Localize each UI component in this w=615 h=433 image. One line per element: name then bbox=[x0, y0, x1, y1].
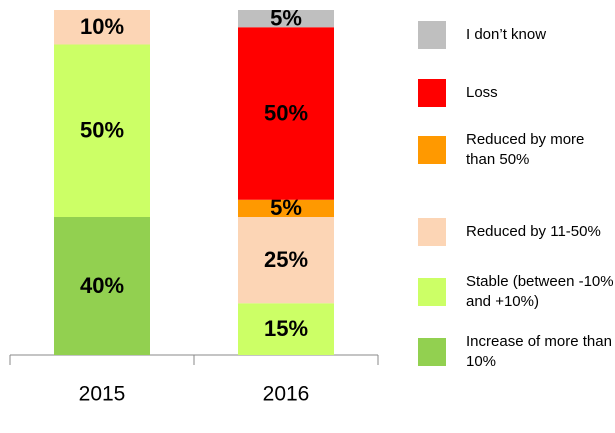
legend-item: I don’t know bbox=[418, 15, 615, 55]
x-tick-label: 2015 bbox=[79, 383, 126, 406]
bar-segment bbox=[238, 303, 334, 355]
legend-swatch bbox=[418, 218, 446, 246]
data-label: 50% bbox=[264, 100, 308, 125]
legend-item: Increase of more than 10% bbox=[418, 332, 615, 372]
x-tick-label: 2016 bbox=[263, 383, 310, 406]
bar-segment bbox=[238, 10, 334, 28]
legend-label: Stable (between -10% and +10%) bbox=[466, 273, 614, 310]
legend-label: Reduced by 11-50% bbox=[466, 223, 601, 240]
data-label: 10% bbox=[80, 14, 124, 39]
legend-label: I don’t know bbox=[466, 26, 547, 43]
bar-segment bbox=[54, 10, 150, 45]
legend-label: Increase of more than 10% bbox=[466, 333, 612, 370]
legend-item: Loss bbox=[418, 73, 615, 113]
bar-segment bbox=[238, 27, 334, 200]
legend-swatch bbox=[418, 79, 446, 107]
data-label: 40% bbox=[80, 273, 124, 298]
legend-item: Reduced by 11-50% bbox=[418, 212, 615, 252]
legend-swatch bbox=[418, 278, 446, 306]
bar-segment bbox=[238, 199, 334, 217]
data-label: 50% bbox=[80, 118, 124, 143]
bar-segment bbox=[54, 44, 150, 217]
legend-label: Reduced by more than 50% bbox=[466, 131, 585, 168]
legend-swatch bbox=[418, 338, 446, 366]
legend-swatch bbox=[418, 136, 446, 164]
legend-item: Stable (between -10% and +10%) bbox=[418, 272, 615, 312]
data-label: 25% bbox=[264, 247, 308, 272]
legend-item: Reduced by more than 50% bbox=[418, 130, 615, 170]
legend-swatch bbox=[418, 21, 446, 49]
bar-segment bbox=[238, 217, 334, 304]
legend-label: Loss bbox=[466, 84, 498, 101]
data-label: 15% bbox=[264, 316, 308, 341]
data-label: 5% bbox=[270, 5, 302, 30]
bar-segment bbox=[54, 217, 150, 355]
